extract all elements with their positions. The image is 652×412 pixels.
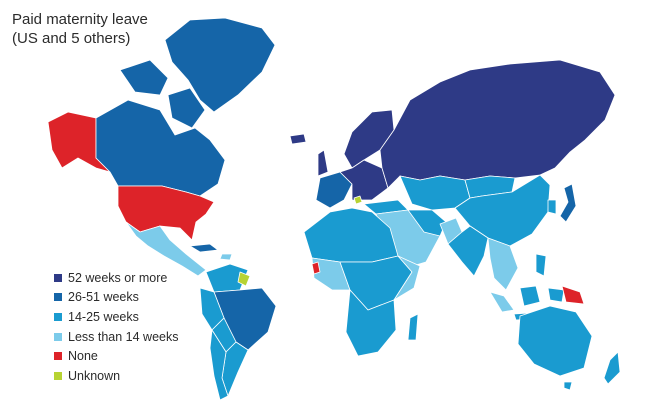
region-mexico bbox=[125, 221, 207, 277]
legend-label: None bbox=[68, 349, 98, 364]
legend-label: Unknown bbox=[68, 368, 121, 383]
region-korea bbox=[547, 199, 557, 215]
region-iceland bbox=[289, 133, 307, 145]
region-borneo bbox=[519, 285, 541, 307]
region-arctic-islands bbox=[119, 59, 169, 96]
legend-swatch bbox=[54, 332, 62, 341]
legend-item-26-51-weeks: 26-51 weeks bbox=[54, 288, 179, 308]
legend-label: 52 weeks or more bbox=[68, 270, 168, 285]
region-cuba bbox=[189, 243, 219, 253]
legend-swatch bbox=[54, 273, 62, 282]
region-tasmania bbox=[563, 381, 573, 391]
region-horn-of-africa bbox=[393, 255, 421, 301]
legend-label: Less than 14 weeks bbox=[68, 329, 179, 344]
region-southeast-asia bbox=[487, 237, 519, 291]
legend-item-unknown: Unknown bbox=[54, 366, 179, 386]
legend-label: 14-25 weeks bbox=[68, 309, 139, 324]
legend-swatch bbox=[54, 293, 62, 302]
region-alaska bbox=[47, 111, 111, 173]
region-hispaniola bbox=[219, 253, 233, 261]
region-madagascar bbox=[407, 313, 419, 341]
region-china bbox=[454, 174, 551, 247]
region-india bbox=[447, 225, 489, 277]
map-title: Paid maternity leave (US and 5 others) bbox=[12, 10, 148, 48]
region-australia bbox=[517, 305, 593, 377]
region-japan bbox=[559, 183, 577, 223]
region-uk bbox=[317, 149, 329, 177]
region-west-africa bbox=[311, 257, 351, 291]
region-bosnia bbox=[353, 195, 363, 205]
legend-swatch bbox=[54, 352, 62, 361]
legend-item-52-weeks: 52 weeks or more bbox=[54, 268, 179, 288]
legend-item-14-25-weeks: 14-25 weeks bbox=[54, 307, 179, 327]
region-southern-africa bbox=[345, 289, 397, 357]
region-chile bbox=[209, 329, 229, 401]
legend-swatch bbox=[54, 312, 62, 321]
region-new-guinea-west bbox=[547, 287, 565, 303]
region-sumatra bbox=[489, 291, 515, 313]
map-legend: 52 weeks or more 26-51 weeks 14-25 weeks… bbox=[54, 268, 179, 386]
region-papua-new-guinea bbox=[561, 285, 585, 305]
region-guiana bbox=[237, 271, 251, 287]
title-line-1: Paid maternity leave bbox=[12, 11, 148, 28]
region-sierra-leone bbox=[311, 261, 321, 275]
legend-swatch bbox=[54, 371, 62, 380]
region-philippines bbox=[535, 253, 547, 277]
region-new-zealand bbox=[603, 351, 621, 385]
region-russia bbox=[379, 59, 616, 189]
legend-item-none: None bbox=[54, 346, 179, 366]
region-baffin bbox=[167, 87, 206, 129]
region-canada bbox=[95, 99, 226, 197]
region-greenland bbox=[164, 17, 276, 113]
title-line-2: (US and 5 others) bbox=[12, 30, 131, 47]
legend-item-less-than-14-weeks: Less than 14 weeks bbox=[54, 327, 179, 347]
legend-label: 26-51 weeks bbox=[68, 290, 139, 305]
